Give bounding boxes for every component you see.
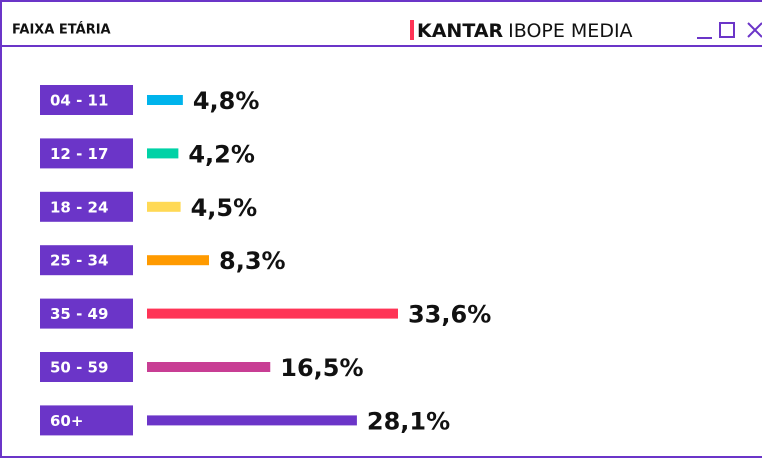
chart-title: FAIXA ETÁRIA [12, 22, 111, 38]
category-label: 04 - 11 [50, 92, 108, 110]
value-label: 4,5% [191, 194, 258, 222]
bar [147, 308, 398, 319]
category-label: 18 - 24 [50, 198, 108, 216]
category-label: 12 - 17 [50, 145, 108, 163]
brand-bold: KANTAR [417, 20, 504, 42]
value-label: 4,8% [193, 87, 260, 115]
category-label: 60+ [50, 412, 83, 430]
brand-mark [410, 20, 414, 40]
value-label: 16,5% [280, 354, 363, 382]
category-label: 35 - 49 [50, 305, 108, 323]
category-box [40, 405, 133, 436]
category-label: 25 - 34 [50, 252, 108, 270]
value-label: 28,1% [367, 407, 450, 435]
bar [147, 255, 210, 266]
value-label: 8,3% [219, 247, 286, 275]
category-box [40, 352, 133, 382]
bar [147, 415, 357, 426]
value-label: 33,6% [408, 301, 491, 329]
category-box [40, 85, 133, 115]
close-icon[interactable] [747, 22, 762, 38]
category-box [40, 138, 133, 169]
category-box [40, 245, 133, 276]
bar [147, 148, 179, 159]
category-label: 50 - 59 [50, 359, 108, 377]
category-box [40, 191, 133, 222]
bar [147, 201, 181, 212]
brand-suffix: IBOPE MEDIA [508, 20, 632, 42]
maximize-icon[interactable] [719, 22, 735, 38]
window-controls [697, 22, 762, 39]
value-label: 4,2% [188, 140, 255, 168]
bar [147, 362, 271, 372]
category-box [40, 298, 133, 329]
bar [147, 95, 183, 105]
brand: KANTAR IBOPE MEDIA [417, 20, 633, 42]
